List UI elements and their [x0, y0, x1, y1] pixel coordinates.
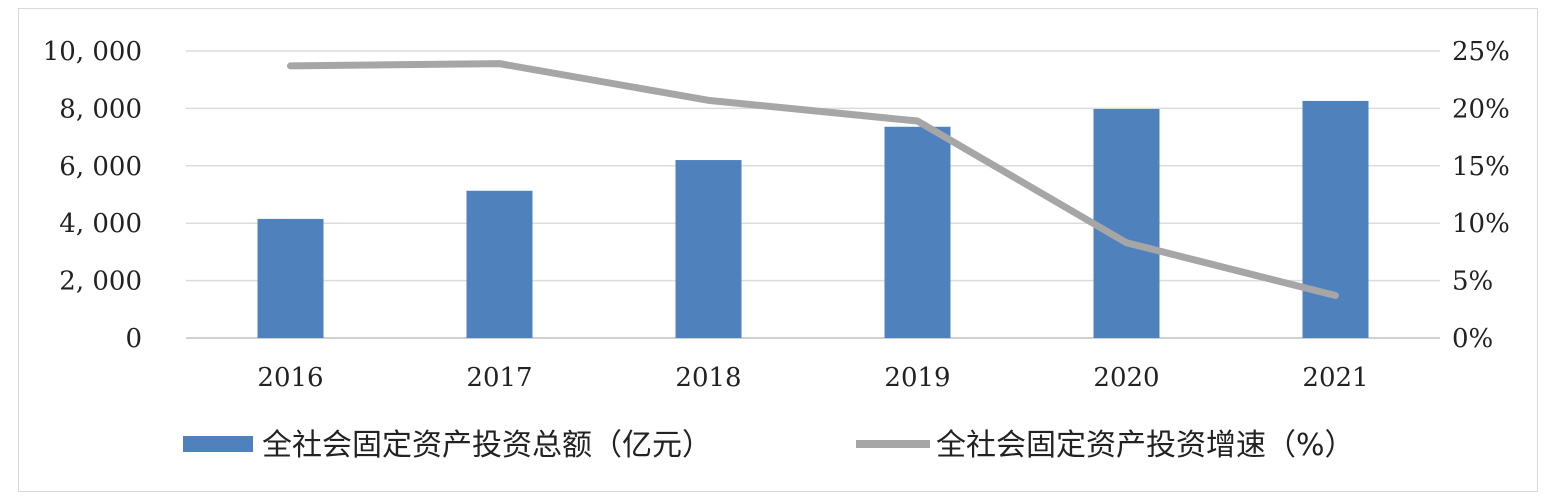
bar-series	[257, 100, 1369, 338]
right-axis-ticks: 0% 5% 10% 15% 20% 25%	[1452, 37, 1510, 354]
legend: 全社会固定资产投资总额（亿元） 全社会固定资产投资增速（%）	[183, 428, 1355, 463]
right-tick-label: 5%	[1452, 267, 1493, 297]
right-tick-label: 0%	[1452, 324, 1493, 354]
right-tick-label: 10%	[1452, 209, 1510, 239]
gridlines	[186, 50, 1440, 339]
right-tick-label: 15%	[1452, 152, 1510, 182]
left-tick-label: 8, 000	[59, 94, 142, 124]
left-tick-label: 2, 000	[59, 267, 142, 297]
legend-swatch-bar	[183, 436, 253, 452]
x-tick-label: 2018	[675, 363, 741, 393]
right-tick-label: 20%	[1452, 94, 1510, 124]
bar	[1302, 100, 1369, 338]
x-axis-ticks: 2016 2017 2018 2019 2020 2021	[257, 363, 1368, 393]
x-tick-label: 2016	[257, 363, 323, 393]
x-tick-label: 2017	[466, 363, 532, 393]
growth-line	[287, 60, 1339, 300]
line-series	[287, 60, 1339, 300]
left-tick-label: 10, 000	[43, 37, 142, 67]
bar	[1093, 108, 1160, 338]
left-tick-label: 0	[125, 324, 142, 354]
legend-label-bar: 全社会固定资产投资总额（亿元）	[262, 428, 712, 463]
right-tick-label: 25%	[1452, 37, 1510, 67]
x-tick-label: 2021	[1302, 363, 1368, 393]
x-tick-label: 2020	[1093, 363, 1159, 393]
x-tick-label: 2019	[884, 363, 950, 393]
bar	[675, 160, 742, 338]
bar	[466, 190, 533, 338]
left-axis-ticks: 0 2, 000 4, 000 6, 000 8, 000 10, 000	[43, 37, 142, 354]
legend-label-line: 全社会固定资产投资增速（%）	[936, 428, 1355, 463]
bar	[884, 126, 951, 338]
left-tick-label: 4, 000	[59, 209, 142, 239]
bar	[257, 218, 324, 338]
left-tick-label: 6, 000	[59, 152, 142, 182]
